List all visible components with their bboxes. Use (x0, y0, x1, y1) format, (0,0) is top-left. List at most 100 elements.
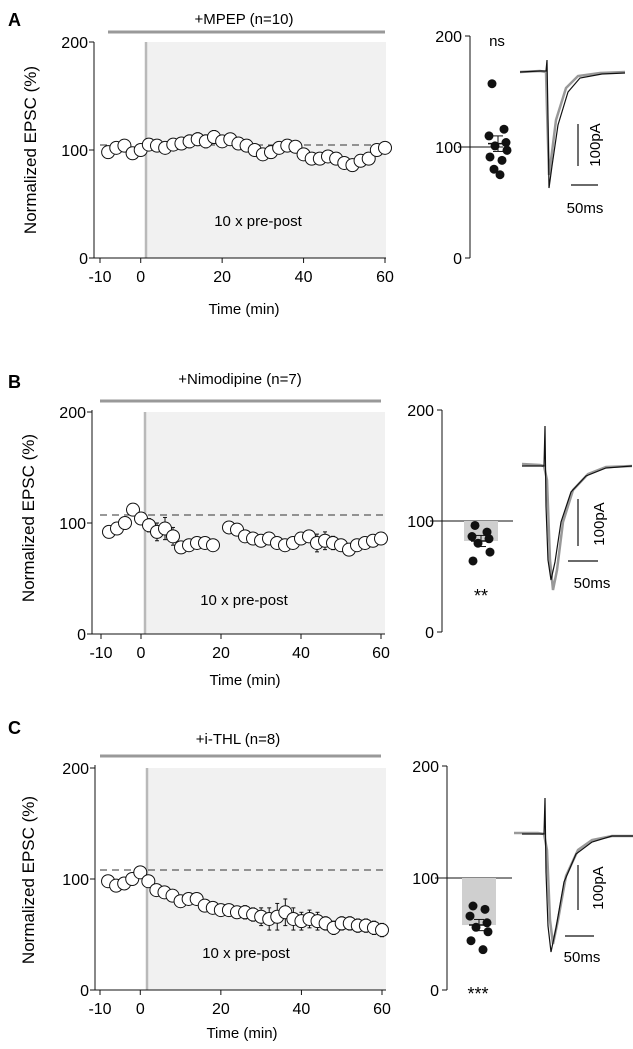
summary-point (499, 124, 509, 134)
y-tick-label: 200 (59, 405, 86, 422)
summary-y-tick-label: 200 (412, 759, 439, 776)
x-tick-label: 60 (376, 269, 394, 286)
summary-point (485, 152, 495, 162)
summary-point (470, 520, 480, 530)
summary-point (502, 145, 512, 155)
timecourse-point (206, 538, 220, 553)
panel-a-significance: ns (489, 33, 505, 50)
x-tick-label: -10 (88, 269, 111, 286)
panel-c-shaded-region (147, 768, 386, 990)
panel-c-scale-amp-label: 100pA (590, 866, 607, 909)
panel-b-trace-gray (521, 462, 633, 591)
x-tick-label: 20 (213, 269, 231, 286)
panel-b-significance: ** (474, 586, 488, 606)
panel-a-condition-label: +MPEP (n=10) (195, 11, 294, 28)
summary-point (468, 901, 478, 911)
timecourse-point (375, 923, 389, 938)
panel-a-letter: A (8, 10, 21, 30)
x-tick-label: 20 (212, 1001, 230, 1018)
panel-c-shaded-label: 10 x pre-post (202, 945, 290, 962)
timecourse-point (378, 140, 392, 155)
summary-point (483, 927, 493, 937)
panel-b-scale-time-label: 50ms (574, 575, 611, 592)
panel-c-x-label: Time (min) (206, 1025, 277, 1042)
y-tick-label: 200 (62, 761, 89, 778)
x-tick-label: 60 (373, 1001, 391, 1018)
timecourse-point (374, 531, 388, 546)
panel-c-trace-black (522, 797, 633, 953)
summary-point (466, 936, 476, 946)
y-tick-label: 0 (77, 627, 86, 644)
timecourse-point (361, 151, 376, 166)
panel-c-significance: *** (467, 984, 488, 1004)
summary-y-tick-label: 0 (430, 983, 439, 1000)
panel-a-x-label: Time (min) (208, 301, 279, 318)
x-tick-label: 40 (295, 269, 313, 286)
panel-c-letter: C (8, 718, 21, 738)
panel-b-example-traces: 100pA 50ms (521, 425, 633, 592)
timecourse-point (133, 865, 148, 880)
y-tick-label: 200 (61, 35, 88, 52)
summary-y-tick-label: 100 (407, 514, 434, 531)
panel-b-y-label: Normalized EPSC (%) (19, 434, 38, 602)
summary-point (489, 164, 499, 174)
summary-point (484, 131, 494, 141)
summary-point (478, 945, 488, 955)
y-tick-label: 0 (80, 983, 89, 1000)
panel-b-x-label: Time (min) (209, 672, 280, 689)
timecourse-point (118, 516, 132, 530)
x-tick-label: 0 (136, 269, 145, 286)
timecourse-point (126, 502, 140, 517)
panel-a-trace-black (519, 59, 626, 189)
summary-y-tick-label: 0 (425, 625, 434, 642)
panel-c-example-traces: 100pA 50ms (514, 797, 633, 966)
panel-c-trace-gray (514, 831, 633, 945)
timecourse-point (141, 874, 156, 889)
summary-point (501, 138, 511, 148)
summary-y-tick-label: 100 (435, 140, 462, 157)
x-tick-label: 20 (212, 645, 230, 662)
summary-point (497, 155, 507, 165)
panel-b-trace-black (522, 425, 633, 581)
summary-y-tick-label: 0 (453, 251, 462, 268)
panel-a-scale-amp-label: 100pA (587, 123, 604, 166)
y-tick-label: 0 (79, 251, 88, 268)
summary-point (487, 79, 497, 89)
panel-c-condition-label: +i-THL (n=8) (196, 731, 280, 748)
panel-b-condition-label: +Nimodipine (n=7) (178, 371, 301, 388)
y-tick-label: 100 (62, 872, 89, 889)
summary-y-tick-label: 200 (435, 29, 462, 46)
x-tick-label: 0 (136, 1001, 145, 1018)
y-tick-label: 100 (61, 143, 88, 160)
y-tick-label: 100 (59, 516, 86, 533)
summary-point (495, 170, 505, 180)
panel-a-shaded-label: 10 x pre-post (214, 213, 302, 230)
x-tick-label: 40 (293, 1001, 311, 1018)
x-tick-label: -10 (89, 645, 112, 662)
summary-y-tick-label: 200 (407, 403, 434, 420)
x-tick-label: -10 (88, 1001, 111, 1018)
panel-b-shaded-label: 10 x pre-post (200, 592, 288, 609)
x-tick-label: 40 (292, 645, 310, 662)
panel-a-example-traces: 100pA 50ms (519, 59, 626, 217)
panel-b-letter: B (8, 372, 21, 392)
summary-y-tick-label: 100 (412, 871, 439, 888)
summary-point (465, 911, 475, 921)
summary-point (485, 547, 495, 557)
panel-c-scale-time-label: 50ms (564, 949, 601, 966)
panel-c-y-label: Normalized EPSC (%) (19, 796, 38, 964)
summary-point (480, 904, 490, 914)
panel-a-scale-time-label: 50ms (567, 200, 604, 217)
x-tick-label: 60 (372, 645, 390, 662)
panel-a-trace-gray (519, 69, 626, 176)
x-tick-label: 0 (137, 645, 146, 662)
panel-b-shaded-region (145, 412, 385, 634)
summary-point (468, 556, 478, 566)
timecourse-point (166, 529, 180, 544)
panel-b-scale-amp-label: 100pA (591, 502, 608, 545)
summary-point (467, 532, 477, 542)
